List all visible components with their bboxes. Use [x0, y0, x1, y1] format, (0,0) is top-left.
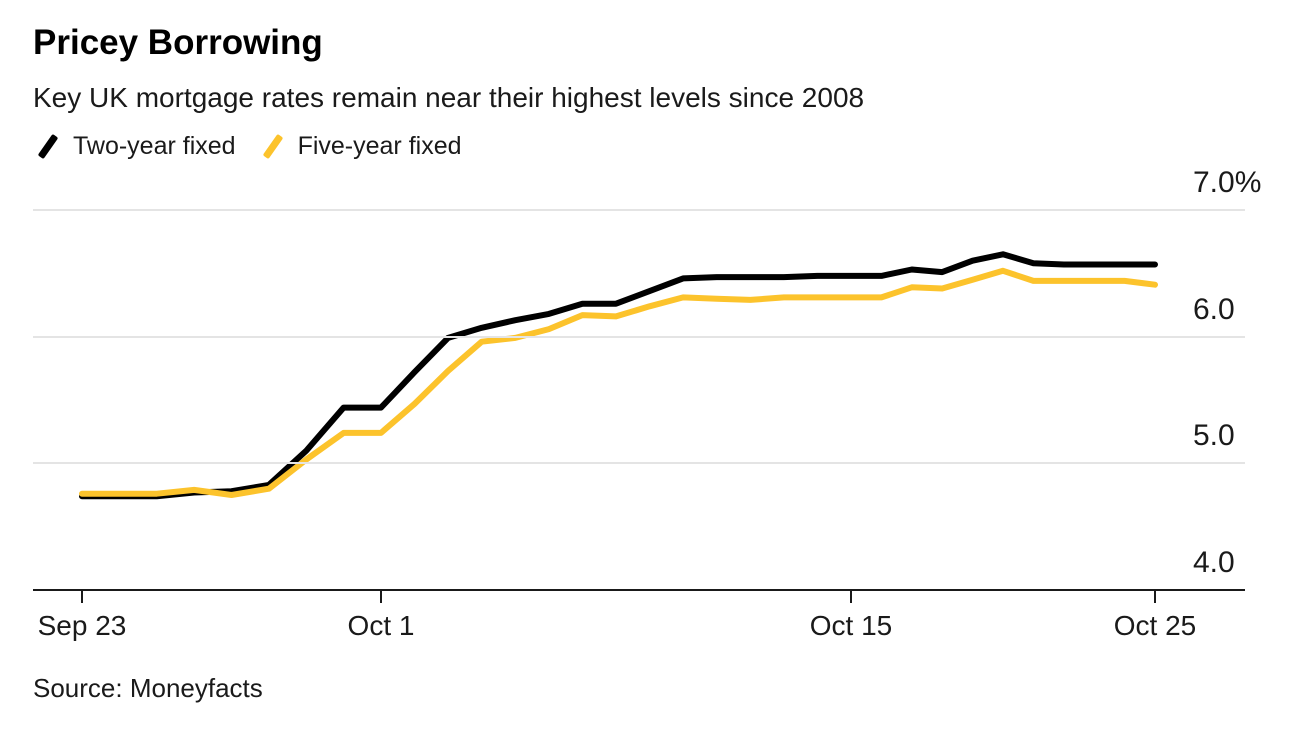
- source-note: Source: Moneyfacts: [33, 673, 263, 703]
- y-axis-label: 5.0: [1193, 419, 1235, 453]
- gridline-7: [33, 209, 1245, 211]
- legend-item-five-year-fixed: Five-year fixed: [258, 132, 462, 161]
- chart-title: Pricey Borrowing: [33, 23, 323, 62]
- y-axis-label: 7.0%: [1193, 166, 1262, 199]
- x-axis-line: [33, 589, 1245, 591]
- x-axis-label: Oct 25: [1113, 610, 1197, 641]
- line-series-two-year-fixed: [79, 251, 1158, 500]
- legend-item-two-year-fixed: Two-year fixed: [33, 132, 236, 161]
- y-axis-label: 6.0: [1193, 292, 1235, 326]
- line-series-five-year-fixed: [79, 267, 1158, 498]
- x-axis-tick: [81, 591, 83, 603]
- x-axis-tick: [850, 591, 852, 603]
- chart-legend: Two-year fixed Five-year fixed: [33, 132, 462, 161]
- x-axis-label: Oct 15: [809, 610, 893, 641]
- gridline-6: [33, 335, 1245, 338]
- x-axis-tick: [380, 591, 382, 603]
- x-axis-label: Sep 23: [37, 610, 127, 641]
- gridline-5: [33, 462, 1245, 465]
- x-axis-tick: [1154, 591, 1156, 603]
- legend-label-five-year: Five-year fixed: [297, 132, 462, 160]
- y-axis-label: 4.0: [1193, 546, 1235, 579]
- legend-label-two-year: Two-year fixed: [73, 132, 236, 160]
- chart-subtitle: Key UK mortgage rates remain near their …: [33, 82, 865, 113]
- x-axis-label: Oct 1: [347, 610, 415, 641]
